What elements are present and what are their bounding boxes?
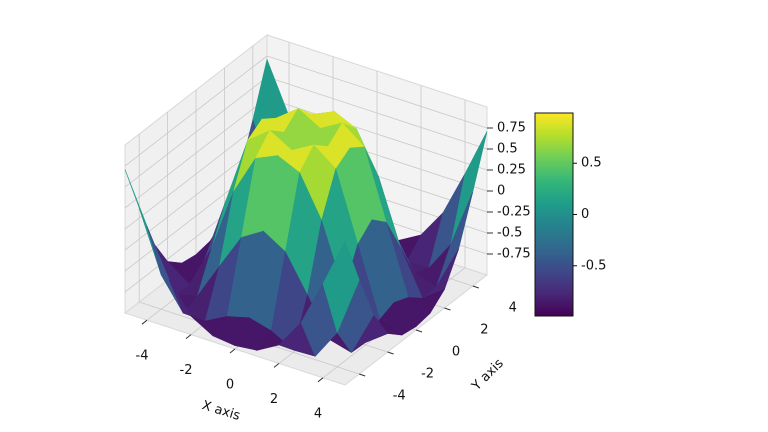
z-tick-label: -0.75 [497,247,531,262]
surface [124,58,488,357]
y-axis-label: Y axis [469,356,507,394]
x-tick [273,363,280,368]
colorbar-tick-label: 0 [581,207,589,222]
grid-line [266,55,488,129]
z-tick-label: 0 [497,184,505,199]
grid-line [124,118,268,230]
z-tick-label: -0.25 [497,205,531,220]
y-tick-label: 2 [480,323,488,338]
x-tick-label: -2 [180,363,193,378]
colorbar-tick-label: -0.5 [581,258,606,273]
x-tick [229,348,236,354]
y-tick [444,307,451,311]
z-tick-label: 0.25 [497,163,526,178]
grid-line [124,76,268,188]
x-tick-label: 2 [270,392,278,407]
x-tick-label: -4 [136,349,149,364]
grid-line [124,97,268,209]
x-tick [141,319,148,325]
z-tick-label: 0.5 [497,142,518,157]
y-tick-label: -2 [421,367,434,382]
y-tick-label: 0 [452,345,460,360]
y-tick [472,285,479,289]
x-tick [185,334,192,339]
z-tick-label: -0.5 [497,226,522,241]
grid-line [266,97,488,171]
x-tick-label: 0 [226,378,234,393]
grid-line [266,76,488,150]
grid-line [124,55,268,167]
x-tick-label: 4 [314,406,322,421]
colorbar-tick-label: 0.5 [581,156,602,171]
y-tick-label: -4 [393,389,406,404]
colorbar [534,112,574,317]
z-tick-label: 0.75 [497,121,526,136]
y-tick-label: 4 [509,301,517,316]
x-axis-label: X axis [200,398,242,424]
y-tick [359,373,366,377]
y-tick [415,329,423,333]
surface-patch [322,240,360,334]
x-tick [317,377,324,383]
y-tick [387,351,394,355]
